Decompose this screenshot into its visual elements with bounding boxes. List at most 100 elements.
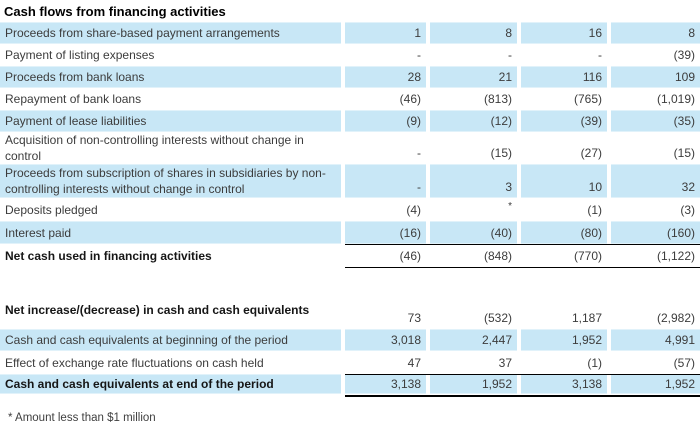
value-cell: 3 [430,164,517,198]
section-title: Cash flows from financing activities [4,3,226,19]
value-text: (35) [673,114,695,128]
table-row: Proceeds from bank loans 28 21 116 109 [0,66,700,88]
value-cell: - [345,132,426,164]
value-cell: (2,982) [611,291,700,329]
value-text: 1,952 [664,377,695,391]
value-cell: (160) [611,221,700,244]
table-row: Repayment of bank loans (46) (813) (765) (1,… [0,88,700,110]
value-text: 1,952 [481,377,512,391]
value-text: 3,018 [390,333,421,347]
value-cell: (4) [345,198,426,221]
table-row: Proceeds from subscription of shares in … [0,164,700,198]
value-cell: 4,991 [611,329,700,351]
value-cell: 16 [521,22,607,44]
table-row: Payment of listing expenses - - - (39) [0,44,700,66]
table-row: Effect of exchange rate fluctuations on … [0,351,700,374]
value-text: 37 [498,355,512,370]
value-text: 21 [498,70,512,84]
value-text: (39) [673,48,695,62]
value-cell: 1,952 [521,329,607,351]
table-row: Net cash used in financing activities (46… [0,244,700,268]
value-cell: (46) [345,88,426,110]
value-text: 73 [407,311,421,325]
value-text: (40) [490,225,512,240]
table-row: Acquisition of non-controlling interests… [0,132,700,164]
value-text: 109 [674,70,695,84]
row-label: Cash and cash equivalents at end of the … [0,374,341,394]
value-cell: 3,138 [521,374,607,394]
value-text: 4,991 [664,333,695,347]
value-text: (765) [573,92,602,106]
value-text: - [417,48,421,62]
table-row: Interest paid (16) (40) (80) (160) [0,221,700,244]
value-text: * [508,201,512,212]
value-text: - [508,48,512,62]
value-text: (3) [680,202,695,217]
value-text: 47 [407,355,421,370]
value-text: (16) [399,225,421,240]
value-cell: (765) [521,88,607,110]
value-cell: (848) [430,244,517,268]
value-text: (46) [399,92,421,106]
value-text: 8 [688,26,695,40]
value-text: (12) [490,114,512,128]
value-cell: (770) [521,244,607,268]
row-label: Deposits pledged [5,202,98,217]
value-cell: 21 [430,66,517,88]
value-cell: - [521,44,607,66]
value-cell: (532) [430,291,517,329]
value-cell: 47 [345,351,426,374]
value-cell: 37 [430,351,517,374]
value-text: 1 [414,26,421,40]
value-cell: (35) [611,110,700,132]
value-text: 2,447 [481,333,512,347]
value-text: 28 [407,70,421,84]
value-text: 116 [582,70,602,84]
value-cell: - [430,44,517,66]
spacer-row [0,268,700,291]
value-cell: (40) [430,221,517,244]
row-label: Proceeds from subscription of shares in … [0,164,341,198]
value-text: (1) [587,202,602,217]
value-cell: (1,019) [611,88,700,110]
value-cell: (1) [521,351,607,374]
value-text: 1,187 [571,311,602,325]
value-cell: (39) [611,44,700,66]
value-text: (2,982) [656,311,695,325]
value-text: (46) [399,249,421,263]
value-cell: - [345,164,426,198]
value-text: 16 [588,26,602,40]
row-label: Payment of lease liabilities [0,110,341,132]
value-cell: 3,018 [345,329,426,351]
value-text: (813) [483,92,512,106]
footnote: * Amount less than $1 million [8,412,156,424]
value-cell: (15) [430,132,517,164]
value-cell: (39) [521,110,607,132]
value-cell: 1,952 [430,374,517,394]
value-text: (57) [673,355,695,370]
value-text: 3,138 [571,377,602,391]
table-row: Proceeds from share-based payment arrang… [0,22,700,44]
value-cell: 116 [521,66,607,88]
value-text: (9) [406,114,421,128]
value-text: 10 [588,180,602,194]
value-text: (80) [580,225,602,240]
row-label: Repayment of bank loans [5,92,142,106]
value-cell: 8 [611,22,700,44]
value-cell: (1,122) [611,244,700,268]
value-cell: 8 [430,22,517,44]
value-cell: * [430,198,517,221]
value-text: 1,952 [571,333,602,347]
value-cell: 28 [345,66,426,88]
value-text: (1,122) [656,249,695,263]
row-label: Effect of exchange rate fluctuations on … [5,355,264,370]
value-cell: 10 [521,164,607,198]
value-text: (15) [490,146,512,160]
table-row: Cash and cash equivalents at beginning o… [0,329,700,351]
value-text: - [598,48,602,62]
value-cell: (16) [345,221,426,244]
value-text: (532) [483,311,512,325]
value-text: 32 [681,180,695,194]
value-cell: 109 [611,66,700,88]
